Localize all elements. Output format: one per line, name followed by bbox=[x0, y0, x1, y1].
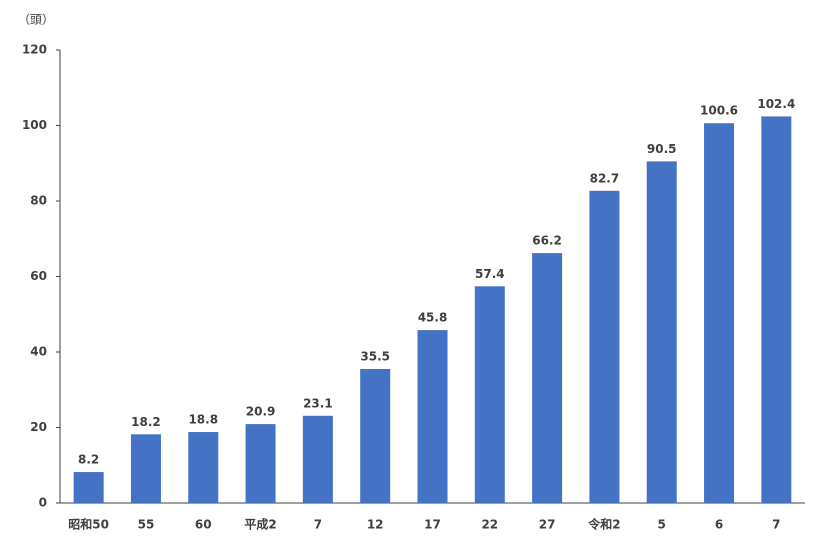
data-label: 20.9 bbox=[246, 405, 276, 419]
x-tick-label: 7 bbox=[314, 518, 322, 532]
bar bbox=[417, 330, 448, 503]
bar bbox=[130, 434, 161, 503]
bar bbox=[704, 123, 735, 504]
x-tick-label: 7 bbox=[772, 518, 780, 532]
bar bbox=[474, 286, 505, 503]
data-label: 82.7 bbox=[590, 171, 620, 185]
bar bbox=[73, 472, 104, 503]
data-label: 35.5 bbox=[360, 349, 390, 363]
bar bbox=[761, 116, 792, 503]
x-tick-label: 60 bbox=[195, 518, 212, 532]
bar bbox=[646, 161, 677, 504]
bar bbox=[589, 190, 620, 503]
y-tick-label: 20 bbox=[30, 420, 47, 434]
data-label: 45.8 bbox=[418, 311, 448, 325]
data-label: 102.4 bbox=[757, 97, 795, 111]
x-tick-label: 平成2 bbox=[244, 517, 276, 532]
x-tick-label: 昭和50 bbox=[68, 517, 109, 532]
bar bbox=[245, 424, 276, 503]
x-tick-label: 5 bbox=[658, 518, 666, 532]
x-tick-label: 55 bbox=[138, 518, 155, 532]
x-tick-label: 令和2 bbox=[587, 517, 620, 532]
data-label: 57.4 bbox=[475, 267, 505, 281]
data-label: 100.6 bbox=[700, 104, 738, 118]
y-tick-label: 100 bbox=[22, 118, 47, 132]
data-label: 18.2 bbox=[131, 415, 161, 429]
x-tick-label: 17 bbox=[424, 518, 441, 532]
x-tick-label: 12 bbox=[367, 518, 384, 532]
data-label: 90.5 bbox=[647, 142, 677, 156]
bar bbox=[188, 432, 219, 503]
data-label: 66.2 bbox=[532, 234, 562, 248]
bar bbox=[302, 415, 333, 503]
y-unit-label: （頭） bbox=[18, 13, 54, 27]
data-label: 8.2 bbox=[78, 453, 99, 467]
y-tick-label: 60 bbox=[30, 269, 47, 283]
x-tick-label: 6 bbox=[715, 518, 723, 532]
y-tick-label: 80 bbox=[30, 194, 47, 208]
x-tick-label: 22 bbox=[481, 518, 498, 532]
y-tick-label: 0 bbox=[39, 496, 47, 510]
data-label: 23.1 bbox=[303, 396, 333, 410]
bar bbox=[360, 368, 391, 503]
bar bbox=[532, 253, 563, 503]
data-label: 18.8 bbox=[188, 413, 218, 427]
y-tick-label: 40 bbox=[30, 345, 47, 359]
x-tick-label: 27 bbox=[539, 518, 556, 532]
y-tick-label: 120 bbox=[22, 43, 47, 57]
